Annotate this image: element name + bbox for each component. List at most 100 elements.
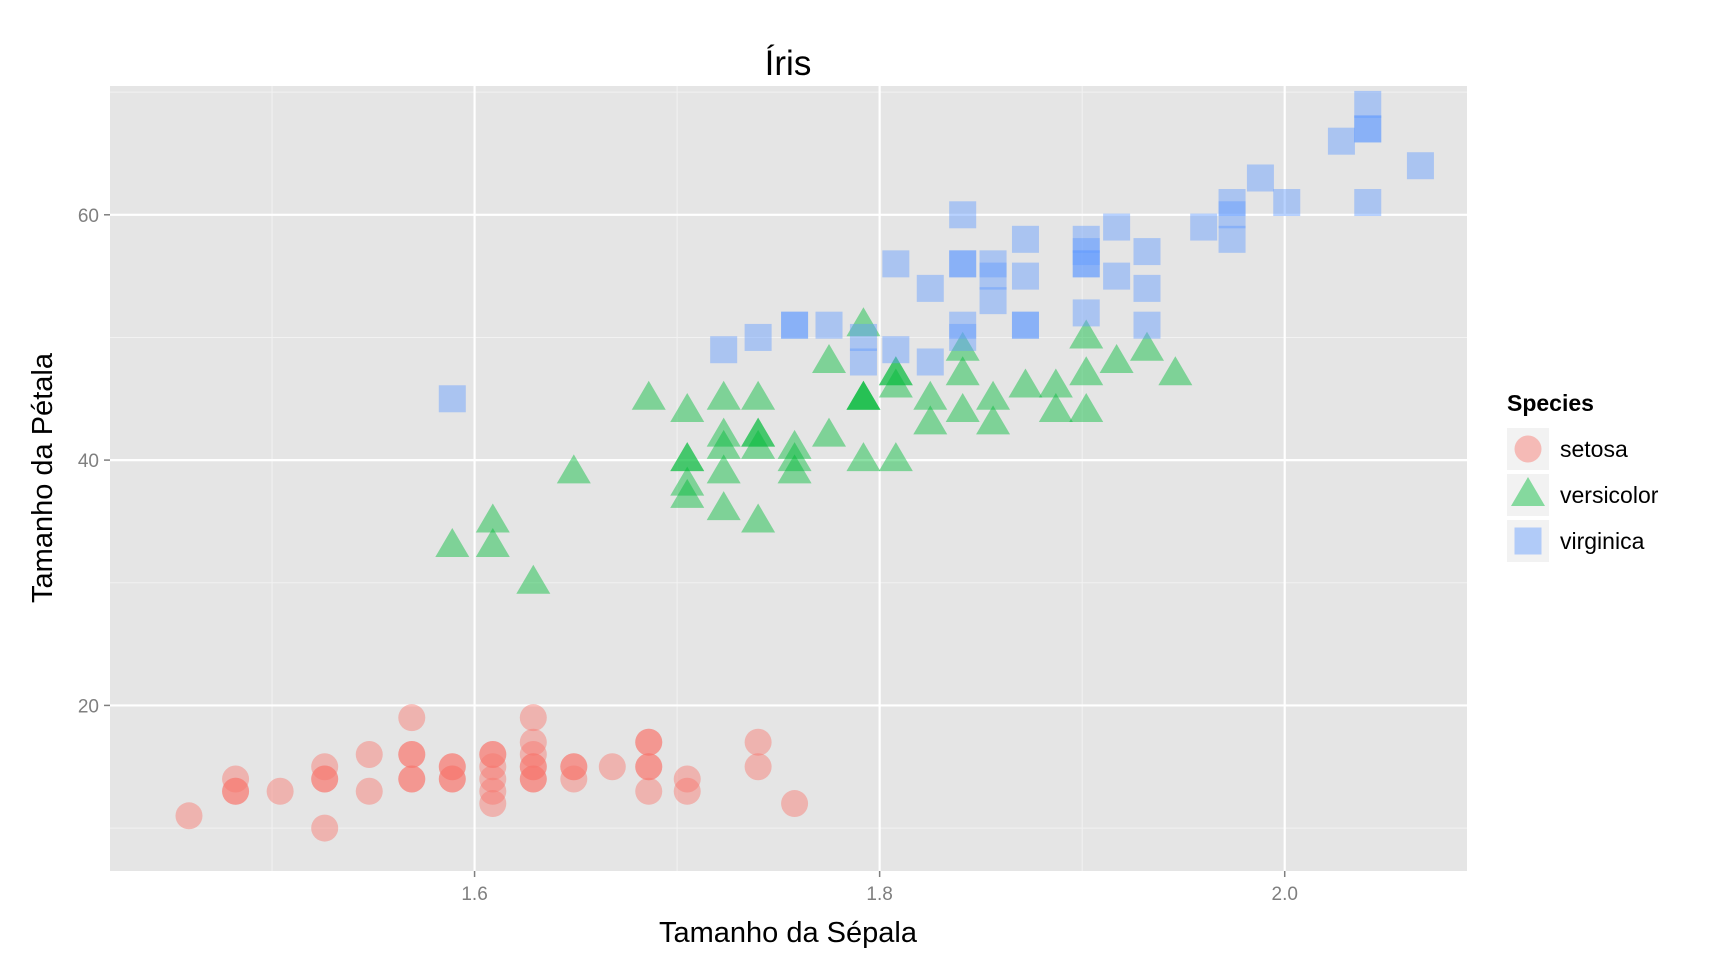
virginica-point (916, 348, 944, 376)
versicolor-point (1129, 331, 1164, 361)
legend-key-background (1507, 520, 1549, 562)
versicolor-point (741, 503, 776, 533)
setosa-point (673, 777, 701, 805)
versicolor-point (556, 454, 591, 484)
x-tick-label: 1.8 (866, 884, 892, 905)
versicolor-point (878, 368, 913, 398)
versicolor-point (878, 356, 913, 386)
versicolor-point (670, 393, 705, 423)
versicolor-point (777, 429, 812, 459)
setosa-point (438, 765, 466, 793)
virginica-point (1072, 225, 1100, 253)
virginica-point (949, 250, 977, 278)
setosa-point (398, 740, 426, 768)
x-tick-label: 1.6 (461, 884, 487, 905)
versicolor-point (670, 478, 705, 508)
x-tick-label: 2.0 (1272, 884, 1298, 905)
setosa-point (519, 753, 547, 781)
setosa-point (560, 765, 588, 793)
legend-key-triangle (1511, 477, 1545, 507)
virginica-point (1072, 250, 1100, 278)
setosa-point (479, 740, 507, 768)
setosa-point (744, 728, 772, 756)
setosa-point (398, 765, 426, 793)
versicolor-point (945, 356, 980, 386)
virginica-point (1246, 164, 1274, 192)
versicolor-point (945, 393, 980, 423)
virginica-point (781, 311, 809, 339)
virginica-point (1354, 115, 1382, 143)
versicolor-point (670, 442, 705, 472)
setosa-point (398, 704, 426, 732)
setosa-point (311, 765, 339, 793)
setosa-point (744, 753, 772, 781)
series-versicolor (435, 307, 1193, 594)
setosa-point (673, 765, 701, 793)
virginica-point (949, 201, 977, 229)
setosa-point (355, 740, 383, 768)
setosa-point (438, 753, 466, 781)
versicolor-point (913, 380, 948, 410)
versicolor-point (777, 442, 812, 472)
setosa-point (781, 790, 809, 818)
versicolor-point (812, 343, 847, 373)
virginica-point (1072, 299, 1100, 327)
virginica-point (1218, 201, 1246, 229)
virginica-point (1327, 127, 1355, 155)
setosa-point (222, 777, 250, 805)
setosa-point (519, 765, 547, 793)
virginica-point (1103, 262, 1131, 290)
setosa-point (311, 765, 339, 793)
setosa-point (311, 753, 339, 781)
virginica-point (1011, 262, 1039, 290)
virginica-point (849, 323, 877, 351)
setosa-point (598, 753, 626, 781)
setosa-point (635, 753, 663, 781)
y-axis-ticks: 20 40 60 (78, 206, 110, 717)
virginica-point (882, 250, 910, 278)
versicolor-point (435, 527, 470, 557)
versicolor-point (913, 405, 948, 435)
virginica-point (815, 311, 843, 339)
chart-title: Íris (765, 44, 812, 83)
versicolor-point (1069, 356, 1104, 386)
setosa-point (635, 728, 663, 756)
plot-panel (110, 86, 1467, 871)
virginica-point (1133, 274, 1161, 302)
virginica-point (438, 385, 466, 413)
versicolor-point (670, 466, 705, 496)
setosa-point (222, 777, 250, 805)
versicolor-point (945, 331, 980, 361)
setosa-point (560, 753, 588, 781)
grid-lines (110, 86, 1467, 871)
versicolor-point (976, 380, 1011, 410)
virginica-point (1218, 189, 1246, 217)
virginica-point (1072, 238, 1100, 266)
versicolor-point (516, 564, 551, 594)
virginica-point (1354, 90, 1382, 118)
legend-item-versicolor: versicolor (1507, 474, 1659, 516)
setosa-point (519, 765, 547, 793)
versicolor-point (777, 454, 812, 484)
y-tick-label: 40 (78, 451, 99, 472)
setosa-point (635, 728, 663, 756)
setosa-point (311, 814, 339, 842)
versicolor-point (976, 405, 1011, 435)
virginica-point (949, 250, 977, 278)
legend-label: versicolor (1560, 482, 1659, 508)
versicolor-point (631, 380, 666, 410)
versicolor-point (1038, 368, 1073, 398)
virginica-point (979, 287, 1007, 315)
virginica-point (949, 311, 977, 339)
virginica-point (1011, 311, 1039, 339)
versicolor-point (741, 429, 776, 459)
virginica-point (1103, 213, 1131, 241)
versicolor-point (706, 417, 741, 447)
legend-key-background (1507, 428, 1549, 470)
virginica-point (979, 262, 1007, 290)
virginica-point (1354, 115, 1382, 143)
setosa-point (519, 728, 547, 756)
series-virginica (438, 90, 1434, 413)
virginica-point (1190, 213, 1218, 241)
